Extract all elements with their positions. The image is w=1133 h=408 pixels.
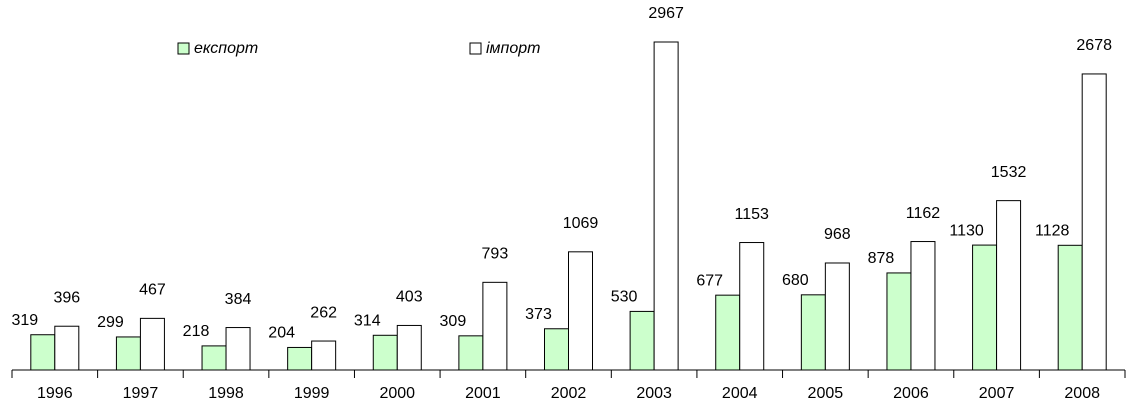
bar — [824, 262, 850, 371]
data-label: 793 — [482, 246, 509, 263]
x-tick-label: 1997 — [123, 385, 159, 402]
data-label: 299 — [97, 314, 124, 331]
bar — [996, 200, 1022, 371]
data-label: 396 — [53, 289, 80, 306]
data-label: 680 — [782, 272, 809, 289]
x-tick-label: 2000 — [379, 385, 415, 402]
x-tick-label: 1996 — [37, 385, 73, 402]
data-label: 467 — [139, 282, 166, 299]
bar — [482, 281, 508, 371]
bar — [568, 251, 593, 371]
bar — [311, 340, 337, 371]
bar — [910, 241, 936, 371]
bar — [30, 334, 56, 371]
bar — [972, 244, 998, 371]
data-label: 968 — [824, 226, 851, 243]
bar — [458, 335, 484, 371]
data-label: 314 — [354, 313, 381, 330]
data-label: 309 — [440, 313, 467, 330]
data-label: 677 — [696, 272, 723, 289]
bar — [629, 310, 655, 371]
data-label: 1069 — [563, 215, 599, 232]
bar — [739, 242, 765, 371]
data-label: 1162 — [906, 205, 941, 222]
data-label: 262 — [310, 304, 337, 321]
bar — [287, 346, 313, 371]
bar — [225, 327, 251, 371]
x-tick-label: 2007 — [979, 385, 1015, 402]
x-tick-label: 1998 — [208, 385, 244, 402]
legend-swatch — [177, 42, 190, 55]
bar — [372, 334, 398, 371]
bar — [886, 272, 912, 371]
bar — [115, 336, 141, 371]
data-label: 384 — [225, 291, 252, 308]
x-tick-label: 1999 — [294, 385, 330, 402]
data-label: 878 — [868, 250, 895, 267]
x-tick-label: 2003 — [636, 385, 672, 402]
data-label: 2967 — [648, 5, 684, 22]
x-tick-label: 2008 — [1064, 385, 1100, 402]
legend-label: експорт — [194, 40, 258, 57]
bar — [54, 325, 80, 371]
data-label: 1128 — [1035, 223, 1070, 240]
bar — [1081, 73, 1107, 371]
bar — [544, 328, 569, 371]
x-tick-label: 2001 — [465, 385, 501, 402]
data-label: 373 — [525, 306, 552, 323]
bar — [396, 324, 422, 371]
data-label: 403 — [396, 289, 423, 306]
x-tick-label: 2004 — [722, 385, 758, 402]
bar — [715, 294, 741, 371]
bar — [800, 294, 826, 371]
data-label: 1130 — [949, 222, 984, 239]
x-tick-label: 2002 — [551, 385, 587, 402]
bar — [201, 345, 227, 371]
data-label: 2678 — [1076, 37, 1112, 54]
legend-swatch — [469, 42, 482, 55]
bar — [1057, 244, 1083, 371]
bar — [139, 317, 165, 371]
data-label: 218 — [183, 323, 210, 340]
data-label: 530 — [611, 289, 638, 306]
data-label: 1532 — [991, 164, 1027, 181]
bar — [653, 41, 679, 371]
data-label: 1153 — [735, 206, 770, 223]
x-tick-label: 2005 — [808, 385, 844, 402]
legend-label: імпорт — [486, 40, 540, 57]
x-tick-label: 2006 — [893, 385, 929, 402]
data-label: 319 — [11, 312, 38, 329]
data-label: 204 — [268, 325, 295, 342]
